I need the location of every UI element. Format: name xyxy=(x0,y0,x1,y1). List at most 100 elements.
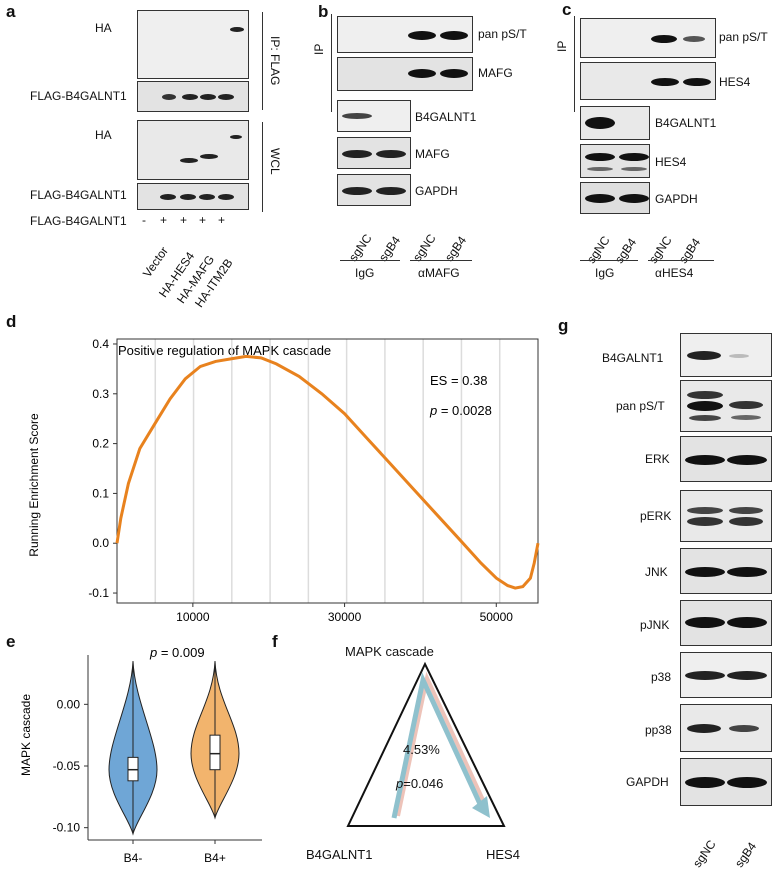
blot-label-b-gapdh: GAPDH xyxy=(415,184,458,198)
blot-label-flag-wcl: FLAG-B4GALNT1 xyxy=(30,188,127,202)
lane-c-sgb4-2: sgB4 xyxy=(676,235,704,267)
blot-label-g-p38: p38 xyxy=(651,670,672,684)
blot-g-erk xyxy=(680,436,772,482)
triangle-diagram xyxy=(346,661,506,827)
blot-label-g-pjnk: pJNK xyxy=(640,618,670,632)
violin-ytick-label: 0.00 xyxy=(57,697,81,711)
lane-g-sgb4: sgB4 xyxy=(732,839,760,871)
blot-flag-ip xyxy=(137,81,249,112)
blot-label-g-perk: pERK xyxy=(640,509,672,523)
group-c-igg: IgG xyxy=(595,266,615,280)
panel-label-e: e xyxy=(6,632,16,651)
triangle-arrowhead xyxy=(472,796,490,818)
gsea-xtick-label: 50000 xyxy=(480,610,514,624)
blot-c-gapdh xyxy=(580,182,650,214)
ip-label-b: IP xyxy=(312,43,326,55)
blot-label-b-mafg: MAFG xyxy=(415,147,450,161)
triangle-arrow-shadow xyxy=(396,671,485,817)
blot-label-g-gapdh: GAPDH xyxy=(626,775,669,789)
blot-g-pjnk xyxy=(680,600,772,646)
blot-g-jnk xyxy=(680,548,772,594)
blot-b-mafg-ip xyxy=(337,57,473,91)
triangle-arrow xyxy=(391,672,483,819)
triangle-right-label: HES4 xyxy=(486,847,520,862)
blot-label-c-gapdh: GAPDH xyxy=(655,192,698,206)
violin-ylabel: MAPK cascade xyxy=(19,694,33,776)
blot-g-p38 xyxy=(680,652,772,698)
blot-label-g-pp38: pp38 xyxy=(645,723,672,737)
lane-c-sgnc-1: sgNC xyxy=(584,233,613,267)
blot-label-g-b4: B4GALNT1 xyxy=(602,351,664,365)
violin-xtick-label: B4- xyxy=(124,851,143,865)
gsea-xtick-label: 10000 xyxy=(176,610,210,624)
blot-c-pan xyxy=(580,18,716,58)
blot-label-g-erk: ERK xyxy=(645,452,670,466)
blot-label-b-b4: B4GALNT1 xyxy=(415,110,477,124)
blot-g-b4 xyxy=(680,333,772,377)
triangle-left-label: B4GALNT1 xyxy=(306,847,373,862)
triangle-percent: 4.53% xyxy=(403,742,440,757)
gsea-ytick-label: 0.3 xyxy=(92,387,109,401)
group-c-ahes4: αHES4 xyxy=(655,266,694,280)
sign-2: + xyxy=(160,213,168,227)
triangle-pvalue: p=0.046 xyxy=(396,776,444,791)
gsea-es: ES = 0.38 xyxy=(430,373,487,388)
gsea-pvalue: p = 0.0028 xyxy=(429,403,492,418)
blot-ha-ip xyxy=(137,10,249,79)
group-b-igg: IgG xyxy=(355,266,375,280)
ip-label-c: IP xyxy=(555,40,569,52)
side-label-wcl: WCL xyxy=(268,148,282,175)
blot-label-b-mafg-ip: MAFG xyxy=(478,66,513,80)
blot-c-hes4-ip xyxy=(580,62,716,100)
sign-1: - xyxy=(142,213,146,227)
panel-label-d: d xyxy=(6,312,17,331)
blot-c-b4 xyxy=(580,106,650,140)
gsea-chart: Positive regulation of MAPK cascade Runn… xyxy=(27,337,540,624)
blot-label-g-jnk: JNK xyxy=(645,565,668,579)
triangle-outline xyxy=(346,661,506,827)
row-label-flag: FLAG-B4GALNT1 xyxy=(30,214,127,228)
blot-label-b-pan: pan pS/T xyxy=(478,27,527,41)
blot-b-mafg xyxy=(337,137,411,169)
panel-label-g: g xyxy=(558,316,569,335)
lane-c-sgnc-2: sgNC xyxy=(646,233,675,267)
sign-5: + xyxy=(218,213,226,227)
blot-label-flag-ip: FLAG-B4GALNT1 xyxy=(30,89,127,103)
violin-ytick-label: -0.05 xyxy=(53,759,81,773)
blot-g-pan xyxy=(680,380,772,432)
panel-label-f: f xyxy=(272,632,278,651)
blot-label-c-b4: B4GALNT1 xyxy=(655,116,717,130)
gsea-ytick-label: 0.1 xyxy=(92,486,109,500)
panel-label-c: c xyxy=(562,0,572,19)
violin-chart: MAPK cascade p = 0.009 -0.10 -0.05 0.00 B4… xyxy=(19,645,262,865)
blot-label-ha-wcl: HA xyxy=(95,128,112,142)
gsea-ytick-label: 0.2 xyxy=(92,437,109,451)
blot-label-c-hes4-ip: HES4 xyxy=(719,75,751,89)
triangle-top-label: MAPK cascade xyxy=(345,644,434,659)
gsea-ylabel: Running Enrichment Score xyxy=(27,413,41,557)
blot-label-ha-ip: HA xyxy=(95,21,112,35)
gsea-ytick-label: -0.1 xyxy=(88,586,109,600)
blot-g-pp38 xyxy=(680,704,772,752)
sign-3: + xyxy=(180,213,188,227)
blot-g-gapdh xyxy=(680,758,772,806)
gsea-series-line xyxy=(115,354,540,590)
violin-pvalue: p = 0.009 xyxy=(149,645,205,660)
violin-xtick-label: B4+ xyxy=(204,851,226,865)
blot-label-g-pan: pan pS/T xyxy=(616,399,665,413)
gsea-xtick-label: 30000 xyxy=(328,610,362,624)
blot-flag-wcl xyxy=(137,183,249,210)
panel-label-b: b xyxy=(318,2,329,21)
lane-g-sgnc: sgNC xyxy=(690,837,719,871)
lane-vector: Vector xyxy=(140,244,171,281)
violin-box xyxy=(209,734,221,771)
blot-c-hes4 xyxy=(580,144,650,178)
gsea-ytick-label: 0.4 xyxy=(92,337,109,351)
lane-c-sgb4-1: sgB4 xyxy=(612,235,640,267)
side-label-ip-flag: IP: FLAG xyxy=(268,36,282,86)
sign-4: + xyxy=(199,213,207,227)
blot-b-b4 xyxy=(337,100,411,132)
gsea-title: Positive regulation of MAPK cascade xyxy=(118,343,331,358)
violin-ytick-label: -0.10 xyxy=(53,821,81,835)
blot-label-c-hes4: HES4 xyxy=(655,155,687,169)
